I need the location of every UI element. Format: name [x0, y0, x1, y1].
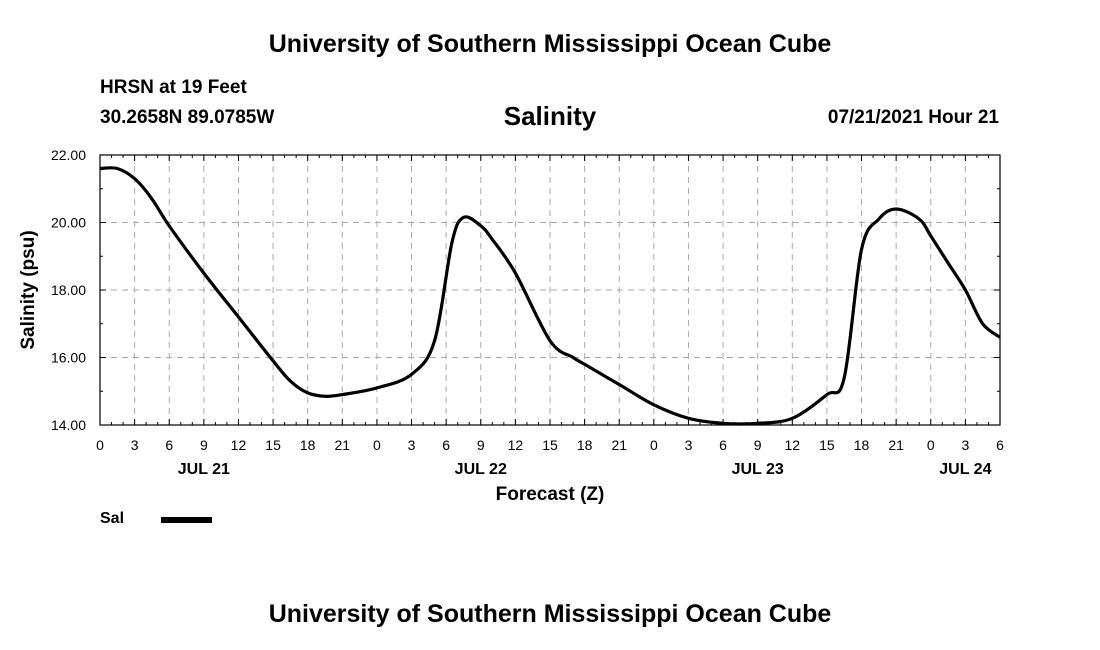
x-tick-label: 9	[477, 437, 485, 453]
x-tick-label: 9	[754, 437, 762, 453]
y-axis-title: Salinity (psu)	[18, 230, 39, 349]
y-tick-label: 16.00	[51, 350, 86, 366]
y-tick-label: 22.00	[51, 147, 86, 163]
x-tick-label: 12	[508, 437, 524, 453]
x-tick-label: 12	[785, 437, 801, 453]
x-tick-label: 3	[685, 437, 693, 453]
chart-title: Salinity	[503, 101, 597, 131]
x-tick-label: 0	[96, 437, 104, 453]
y-tick-label: 18.00	[51, 282, 86, 298]
legend-label: Sal	[100, 510, 125, 527]
bottom-title: University of Southern Mississippi Ocean…	[268, 600, 832, 628]
x-tick-label: 21	[335, 437, 351, 453]
x-tick-label: 0	[927, 437, 935, 453]
x-tick-label: 0	[373, 437, 381, 453]
date-label: JUL 22	[455, 461, 507, 478]
date-label: JUL 23	[732, 461, 784, 478]
top-title: University of Southern Mississippi Ocean…	[268, 30, 832, 58]
x-tick-label: 6	[719, 437, 727, 453]
x-tick-label: 15	[819, 437, 835, 453]
x-tick-label: 12	[231, 437, 247, 453]
x-tick-label: 18	[854, 437, 870, 453]
x-tick-label: 21	[888, 437, 904, 453]
x-tick-label: 9	[200, 437, 208, 453]
x-tick-label: 6	[165, 437, 173, 453]
x-tick-label: 21	[611, 437, 627, 453]
date-label: JUL 24	[939, 461, 991, 478]
x-tick-label: 15	[265, 437, 281, 453]
x-tick-label: 18	[577, 437, 593, 453]
forecast-date: 07/21/2021 Hour 21	[827, 107, 999, 128]
station-label: HRSN at 19 Feet	[100, 77, 247, 98]
x-tick-label: 3	[961, 437, 969, 453]
x-tick-label: 18	[300, 437, 316, 453]
station-coordinates: 30.2658N 89.0785W	[100, 107, 275, 128]
x-tick-label: 3	[408, 437, 416, 453]
x-axis-title: Forecast (Z)	[496, 484, 605, 505]
series-line-sal	[99, 166, 1001, 426]
legend-line-swatch	[161, 517, 212, 523]
x-tick-label: 6	[996, 437, 1004, 453]
x-tick-label: 15	[542, 437, 558, 453]
x-tick-label: 6	[442, 437, 450, 453]
x-tick-label: 0	[650, 437, 658, 453]
date-label: JUL 21	[178, 461, 230, 478]
y-tick-label: 14.00	[51, 417, 86, 433]
y-tick-label: 20.00	[51, 215, 86, 231]
x-tick-label: 3	[131, 437, 139, 453]
